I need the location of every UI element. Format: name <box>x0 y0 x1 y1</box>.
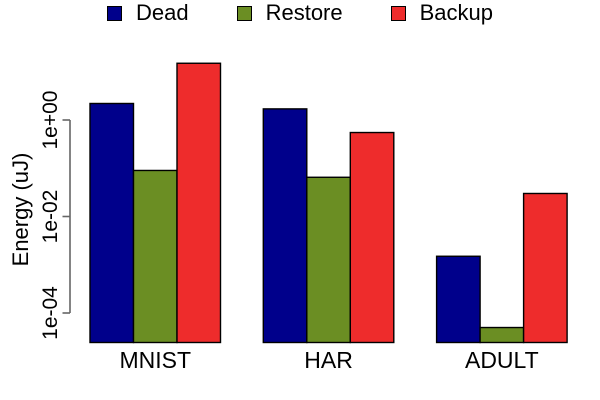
legend-swatch-dead-icon <box>106 5 122 21</box>
bar-dead-mnist <box>89 102 135 344</box>
legend-swatch-backup-icon <box>390 5 406 21</box>
y-tick-label: 1e+00 <box>39 91 62 150</box>
y-tick-label: 1e-04 <box>39 286 62 340</box>
legend-label-dead: Dead <box>135 0 189 25</box>
legend-label-restore: Restore <box>265 0 343 25</box>
bar-backup-mnist <box>176 62 222 344</box>
chart-legend: Dead Restore Backup <box>0 2 600 24</box>
y-axis-title: Energy (uJ) <box>8 153 33 267</box>
bar-backup-adult <box>522 192 568 344</box>
bar-restore-har <box>306 176 351 344</box>
bar-restore-mnist <box>132 169 178 344</box>
legend-swatch-restore-icon <box>236 5 252 21</box>
x-category-label-mnist: MNIST <box>119 347 191 373</box>
x-category-label-har: HAR <box>304 347 353 373</box>
legend-item-backup: Backup <box>390 0 494 25</box>
legend-label-backup: Backup <box>419 0 494 25</box>
legend-item-restore: Restore <box>236 0 343 25</box>
legend-item-dead: Dead <box>106 0 189 25</box>
bar-dead-adult <box>435 255 481 344</box>
bar-backup-har <box>349 131 395 344</box>
bar-restore-adult <box>479 326 525 344</box>
x-category-label-adult: ADULT <box>465 347 539 373</box>
y-tick-label: 1e-02 <box>39 190 62 244</box>
bar-dead-har <box>262 108 308 344</box>
